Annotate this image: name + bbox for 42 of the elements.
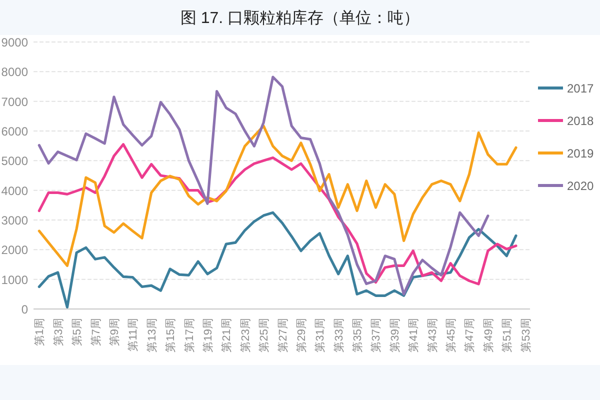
x-tick-label: 第5周	[72, 318, 84, 346]
x-tick-label: 第45周	[446, 318, 458, 352]
x-tick-label: 第7周	[90, 318, 102, 346]
x-tick-label: 第19周	[202, 318, 214, 352]
x-tick-label: 第21周	[221, 318, 234, 352]
x-tick-label: 第51周	[502, 318, 514, 352]
x-tick-label: 第13周	[146, 318, 158, 352]
x-tick-label: 第49周	[482, 318, 495, 352]
y-tick-label: 0	[21, 302, 28, 316]
legend-label: 2018	[567, 114, 594, 128]
x-tick-label: 第33周	[333, 318, 346, 352]
x-tick-label: 第35周	[352, 318, 364, 352]
y-tick-label: 3000	[1, 214, 28, 228]
legend-label: 2019	[567, 146, 594, 160]
x-tick-label: 第3周	[52, 318, 65, 346]
x-tick-label: 第47周	[464, 318, 476, 352]
x-tick-label: 第23周	[240, 318, 252, 352]
y-tick-label: 7000	[1, 94, 28, 109]
x-tick-label: 第29周	[296, 318, 308, 352]
x-tick-label: 第41周	[408, 318, 420, 352]
x-tick-label: 第53周	[520, 318, 532, 352]
x-tick-label: 第31周	[314, 318, 327, 352]
y-tick-label: 1000	[1, 272, 28, 287]
x-tick-label: 第43周	[426, 318, 439, 352]
x-tick-label: 第27周	[277, 318, 290, 352]
y-tick-label: 8000	[1, 65, 28, 80]
x-tick-label: 第37周	[370, 318, 383, 352]
legend-label: 2020	[567, 179, 594, 193]
title: 图 17. 口颗粒粕库存（单位：吨）	[180, 10, 420, 27]
x-tick-label: 第11周	[128, 318, 140, 352]
legend-label: 2017	[567, 82, 594, 96]
x-tick-label: 第25周	[258, 318, 271, 352]
y-tick-label: 4000	[1, 184, 28, 198]
y-tick-label: 6000	[1, 124, 28, 138]
x-tick-label: 第15周	[165, 318, 178, 352]
y-tick-label: 9000	[1, 36, 28, 50]
y-tick-label: 2000	[1, 243, 28, 258]
x-tick-label: 第1周	[34, 318, 46, 346]
x-tick-label: 第9周	[108, 318, 121, 346]
x-tick-label: 第17周	[184, 318, 196, 352]
y-tick-label: 5000	[1, 154, 28, 168]
x-tick-label: 第39周	[389, 318, 402, 352]
